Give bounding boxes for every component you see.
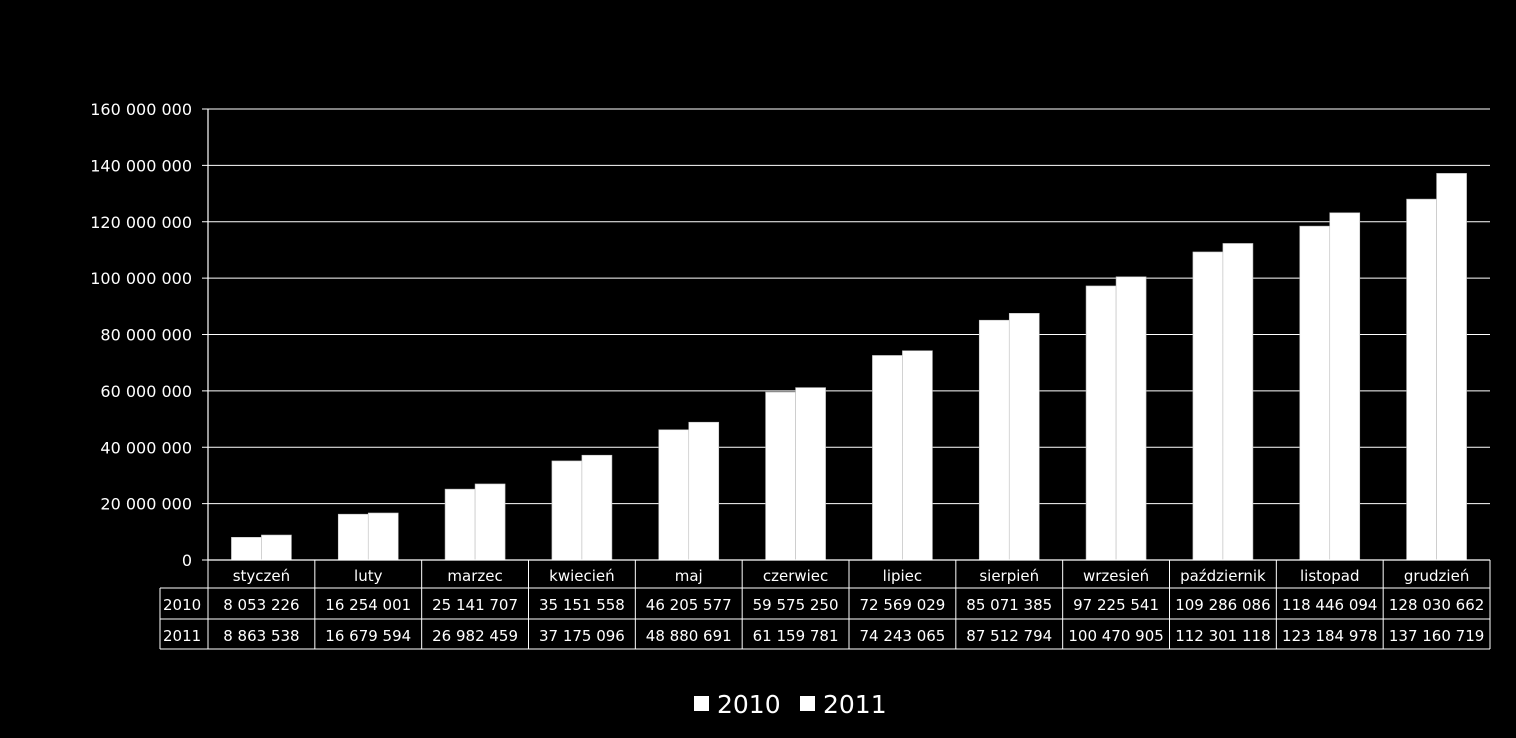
data-label-2011-10: 112 301 118 (1175, 627, 1270, 645)
bar-2011-5 (688, 421, 720, 561)
legend-label-2011: 2011 (823, 690, 887, 719)
bar-2011-7 (902, 350, 933, 561)
data-label-2010-12: 128 030 662 (1389, 596, 1484, 614)
bar-2010-9 (1085, 285, 1117, 561)
category-label: listopad (1300, 567, 1359, 585)
legend-swatch-2010 (694, 696, 709, 711)
bar-2010-4 (551, 460, 583, 561)
data-label-2010-6: 59 575 250 (753, 596, 839, 614)
data-label-2011-6: 61 159 781 (753, 627, 839, 645)
bar-2011-6 (795, 387, 826, 561)
y-tick-label: 120 000 000 (90, 213, 192, 232)
bar-2011-3 (474, 483, 506, 561)
bar-2010-6 (765, 391, 796, 561)
data-label-2010-1: 8 053 226 (223, 596, 299, 614)
y-tick-label: 160 000 000 (90, 100, 192, 119)
bars (231, 173, 1467, 561)
y-tick-label: 20 000 000 (100, 495, 192, 514)
category-label: lipiec (883, 567, 923, 585)
bar-2010-12 (1406, 198, 1437, 561)
bar-2011-11 (1329, 212, 1361, 561)
data-label-2011-3: 26 982 459 (432, 627, 518, 645)
bar-2010-3 (444, 488, 476, 561)
category-label: styczeń (233, 567, 290, 585)
category-label: maj (675, 567, 703, 585)
data-label-2010-3: 25 141 707 (432, 596, 518, 614)
category-label: kwiecień (549, 567, 615, 585)
y-tick-label: 60 000 000 (100, 382, 192, 401)
y-tick-label: 80 000 000 (100, 326, 192, 345)
category-label: czerwiec (763, 567, 828, 585)
data-label-2011-2: 16 679 594 (325, 627, 411, 645)
data-label-2011-5: 48 880 691 (646, 627, 732, 645)
data-label-2011-9: 100 470 905 (1068, 627, 1163, 645)
data-label-2010-2: 16 254 001 (325, 596, 411, 614)
category-label: październik (1180, 567, 1266, 585)
data-label-2010-4: 35 151 558 (539, 596, 625, 614)
bar-2011-12 (1436, 173, 1467, 561)
data-label-2010-8: 85 071 385 (966, 596, 1052, 614)
category-label: sierpień (979, 567, 1039, 585)
data-label-2010-9: 97 225 541 (1073, 596, 1159, 614)
bar-2011-4 (581, 454, 613, 561)
data-label-2011-7: 74 243 065 (859, 627, 945, 645)
y-tick-label: 140 000 000 (90, 156, 192, 175)
data-label-2010-5: 46 205 577 (646, 596, 732, 614)
data-label-2011-11: 123 184 978 (1282, 627, 1377, 645)
bar-2011-1 (261, 534, 292, 561)
data-table: styczeń luty marzec kwiecień maj czerwiec lipi… (159, 560, 1491, 650)
y-tick-label: 100 000 000 (90, 269, 192, 288)
gridlines (208, 108, 1490, 505)
legend: 2010 2011 (694, 690, 887, 719)
bar-2010-1 (231, 536, 262, 561)
data-label-2011-8: 87 512 794 (966, 627, 1052, 645)
bar-2010-11 (1299, 225, 1331, 561)
data-label-2011-12: 137 160 719 (1389, 627, 1484, 645)
series-name-2011: 2011 (163, 627, 201, 645)
bar-2010-7 (872, 355, 903, 561)
category-label: marzec (447, 567, 502, 585)
data-label-2011-4: 37 175 096 (539, 627, 625, 645)
data-label-2010-7: 72 569 029 (859, 596, 945, 614)
y-tick-label: 40 000 000 (100, 438, 192, 457)
bar-2010-2 (337, 513, 369, 561)
data-label-2010-11: 118 446 094 (1282, 596, 1377, 614)
category-label: luty (354, 567, 383, 585)
bar-2011-10 (1222, 243, 1254, 561)
bar-2011-8 (1008, 313, 1040, 561)
data-label-2010-10: 109 286 086 (1175, 596, 1270, 614)
bar-2010-5 (658, 429, 690, 561)
bar-2011-2 (367, 512, 399, 561)
category-label: grudzień (1404, 567, 1470, 585)
bar-2011-9 (1115, 276, 1147, 561)
category-label: wrzesień (1083, 567, 1149, 585)
series-name-2010: 2010 (163, 596, 201, 614)
legend-swatch-2011 (800, 696, 815, 711)
y-tick-label: 0 (182, 551, 192, 570)
bar-2010-8 (978, 319, 1010, 561)
y-axis-ticks: 0 20 000 000 40 000 000 60 000 000 80 000 00… (90, 100, 208, 570)
data-label-2011-1: 8 863 538 (223, 627, 299, 645)
legend-label-2010: 2010 (717, 690, 781, 719)
bar-2010-10 (1192, 251, 1224, 561)
